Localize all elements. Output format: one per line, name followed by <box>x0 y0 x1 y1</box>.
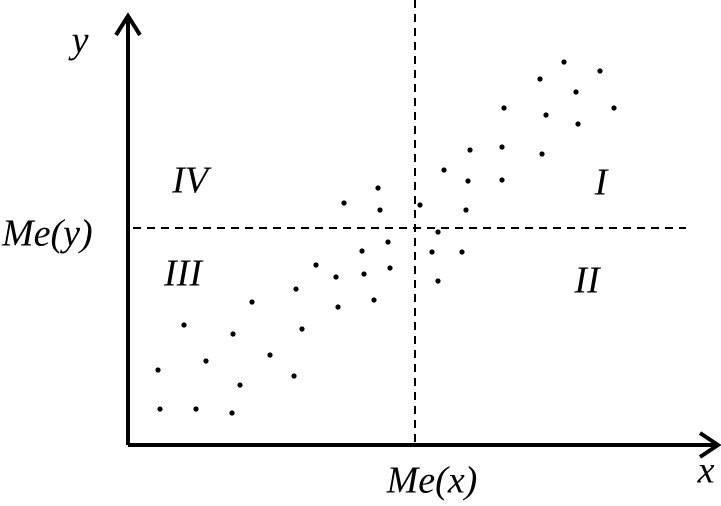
point <box>385 239 391 245</box>
median-x-label: Me(x) <box>386 460 478 502</box>
point <box>375 185 381 191</box>
point <box>459 249 465 255</box>
axes <box>114 12 721 459</box>
point <box>267 352 273 358</box>
point <box>417 202 423 208</box>
quadrant-label: I <box>594 162 610 204</box>
point <box>359 248 365 254</box>
point <box>543 112 549 118</box>
point <box>333 274 339 280</box>
point <box>611 105 617 111</box>
point <box>371 297 377 303</box>
point <box>537 76 543 82</box>
point <box>181 322 187 328</box>
scatter-points <box>155 59 617 416</box>
point <box>441 167 447 173</box>
point <box>561 59 567 65</box>
point <box>575 121 581 127</box>
x-axis-label: x <box>697 450 715 492</box>
point <box>499 144 505 150</box>
point <box>467 147 473 153</box>
point <box>335 304 341 310</box>
point <box>155 367 161 373</box>
point <box>249 299 255 305</box>
x-arrow <box>698 431 721 459</box>
point <box>539 151 545 157</box>
point <box>299 326 305 332</box>
point <box>230 331 236 337</box>
median-lines <box>133 0 686 445</box>
y-axis-label: y <box>68 20 89 62</box>
point <box>229 410 235 416</box>
point <box>237 382 243 388</box>
point <box>313 262 319 268</box>
point <box>499 177 505 183</box>
quadrant-label: IV <box>171 160 212 202</box>
point <box>157 406 163 412</box>
point <box>435 278 441 284</box>
point <box>463 207 469 213</box>
point <box>341 200 347 206</box>
point <box>501 105 507 111</box>
point <box>465 178 471 184</box>
point <box>193 406 199 412</box>
point <box>203 358 209 364</box>
median-y-label: Me(y) <box>1 213 93 255</box>
y-arrow <box>114 12 142 37</box>
point <box>377 207 383 213</box>
point <box>597 68 603 74</box>
point <box>293 286 299 292</box>
point <box>573 89 579 95</box>
point <box>361 271 367 277</box>
point <box>435 229 441 235</box>
quadrant-label: II <box>573 260 602 302</box>
point <box>387 265 393 271</box>
point <box>291 373 297 379</box>
quadrant-label: III <box>163 253 204 295</box>
point <box>429 249 435 255</box>
